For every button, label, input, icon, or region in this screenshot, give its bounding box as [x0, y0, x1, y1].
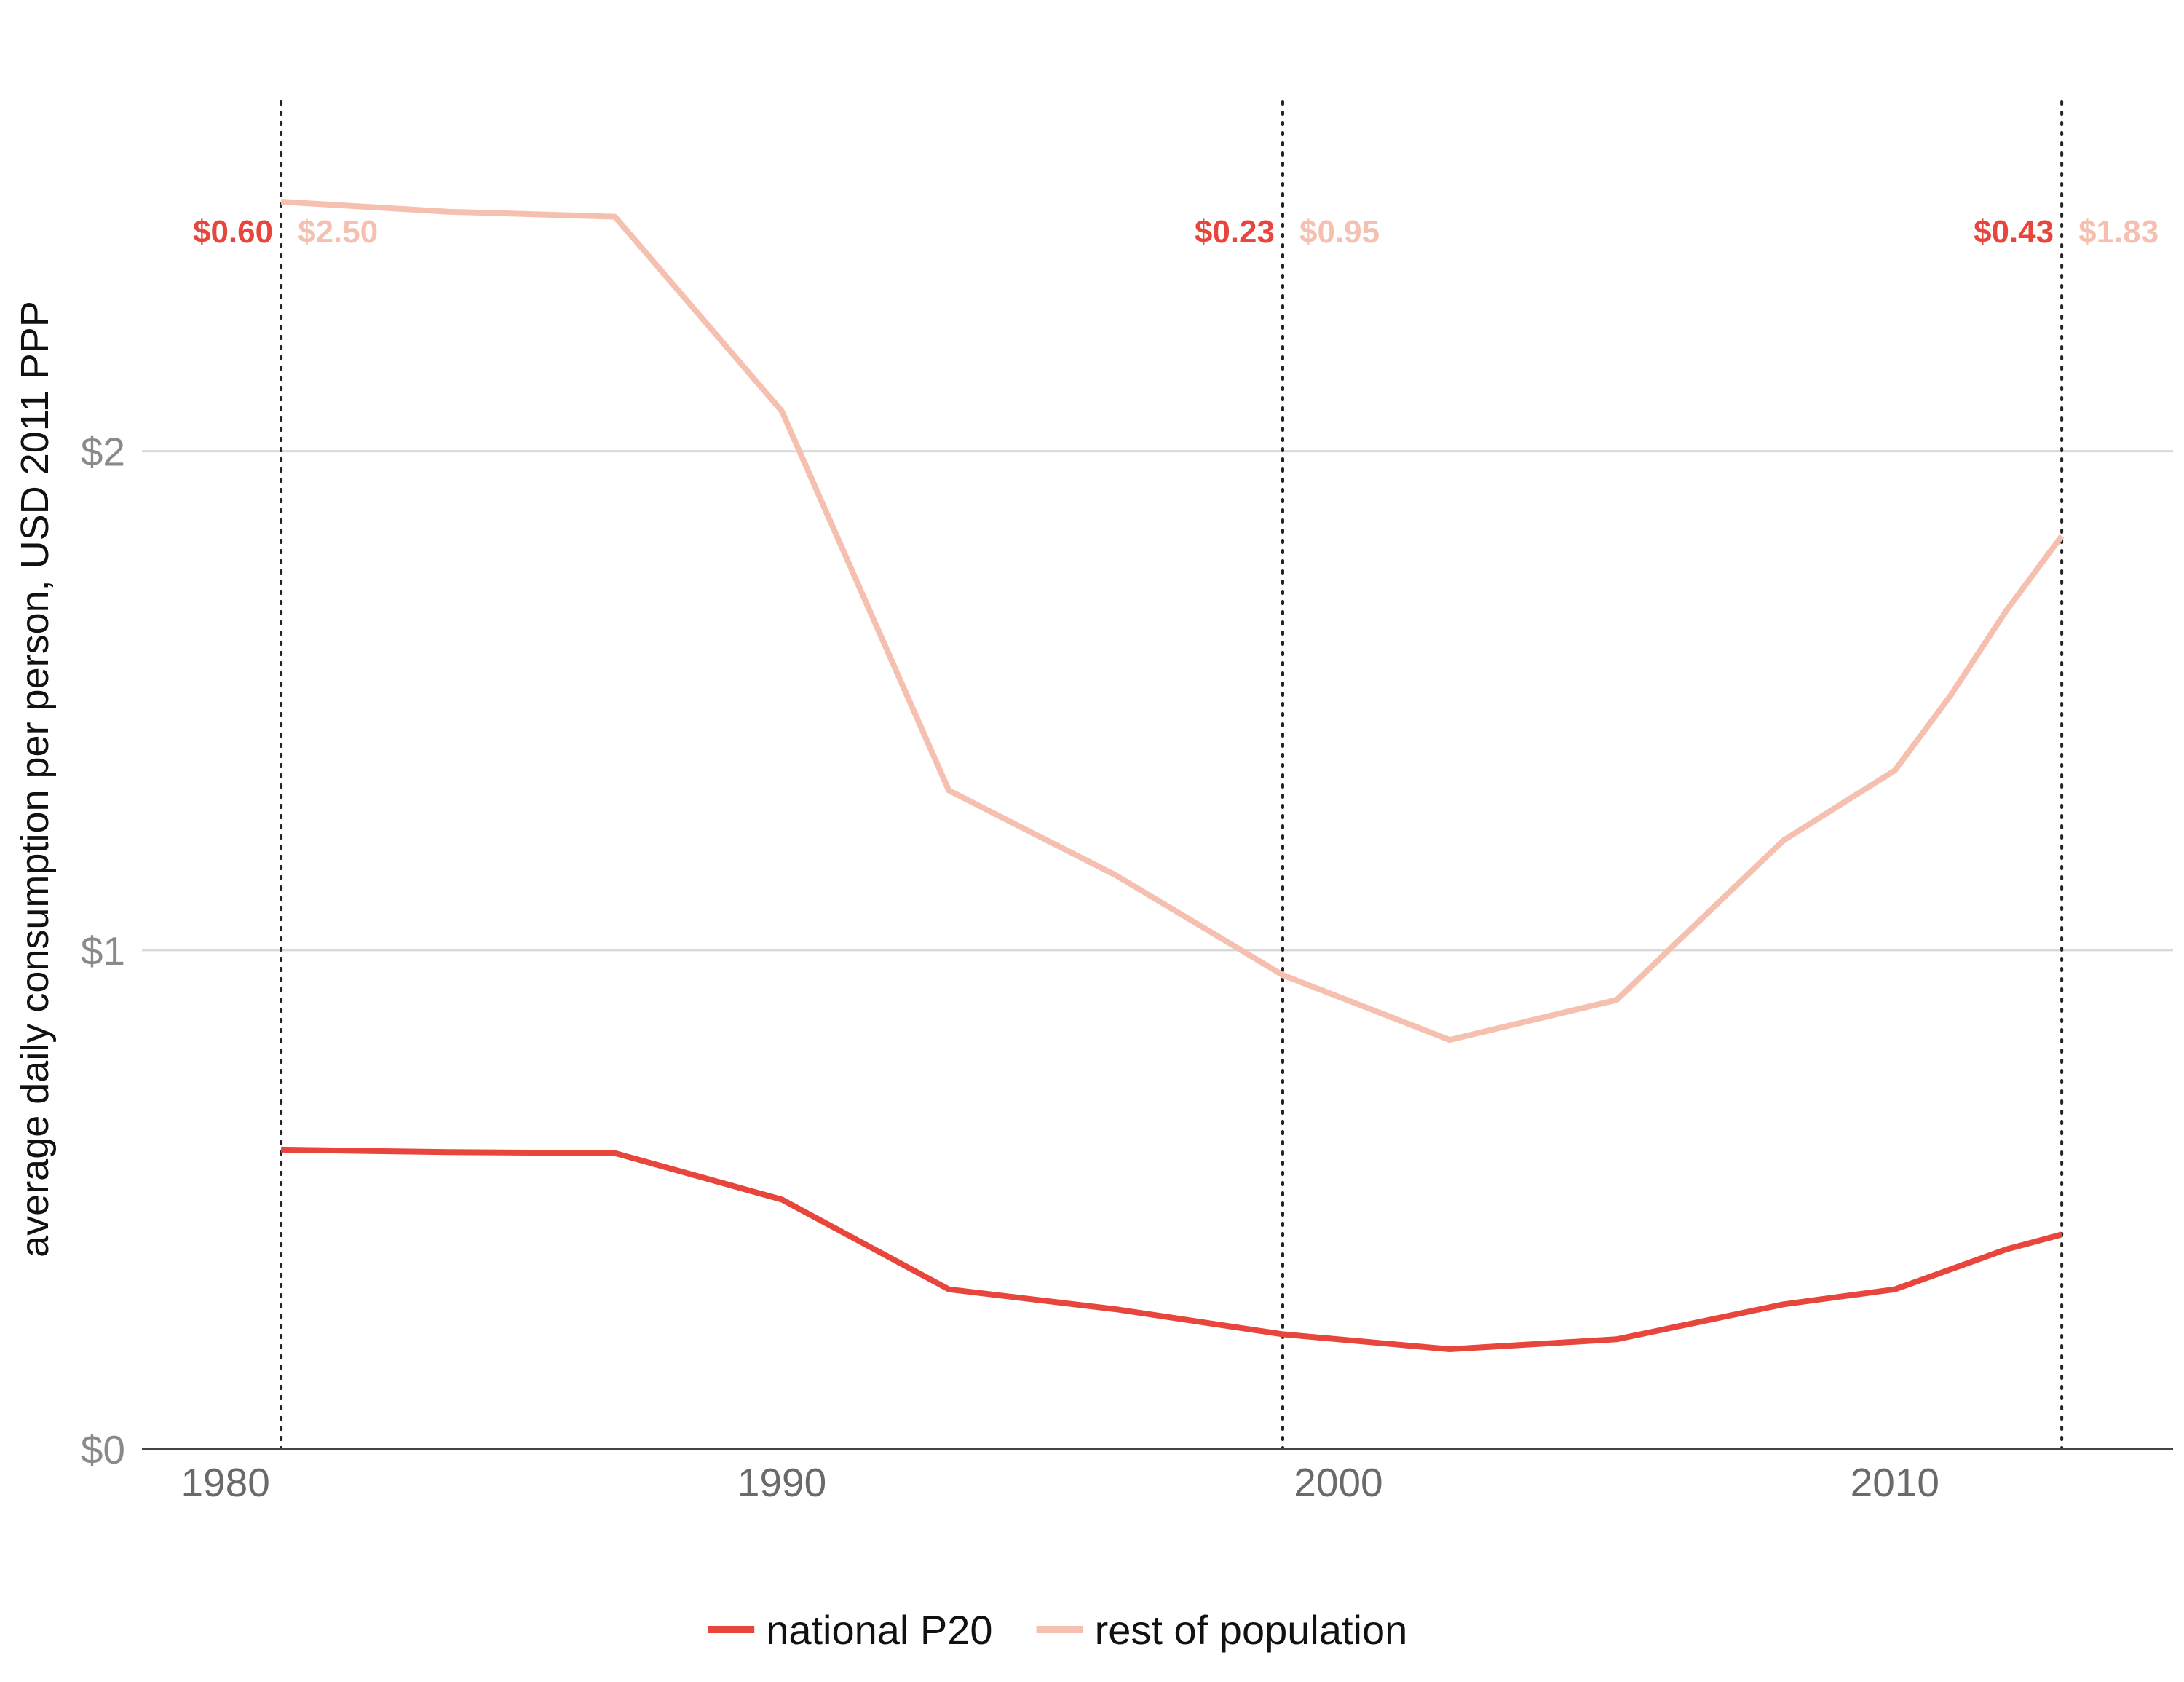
p20-value-label: $0.43 [1974, 214, 2054, 250]
y-tick-label: $0 [81, 1427, 125, 1472]
p20-value-label: $0.60 [193, 214, 273, 250]
legend-label: national P20 [766, 1607, 992, 1653]
reference-lines [280, 100, 2064, 1450]
x-tick-label: 1990 [737, 1460, 826, 1505]
axes: $0 $1 $2 1980 1990 2000 2010 [81, 430, 2173, 1505]
rest-value-label: $2.50 [298, 214, 378, 250]
rest-value-label: $0.95 [1299, 214, 1380, 250]
grid-lines [142, 450, 2173, 952]
y-axis-title: average daily consumption per person, US… [13, 301, 57, 1257]
annotation-labels: $0.60 $2.50 $0.23 $0.95 $0.43 $1.83 [193, 214, 2159, 250]
y-tick-label: $1 [81, 928, 125, 974]
series-line-rest-of-population [280, 199, 2065, 1043]
p20-value-label: $0.23 [1195, 214, 1275, 250]
legend: national P20 rest of population [708, 1607, 1407, 1653]
x-tick-label: 2000 [1294, 1460, 1382, 1505]
x-tick-label: 2010 [1851, 1460, 1939, 1505]
series-lines [280, 199, 2065, 1352]
legend-label: rest of population [1095, 1607, 1408, 1653]
rest-value-label: $1.83 [2078, 214, 2159, 250]
y-tick-label: $2 [81, 430, 125, 475]
x-tick-label: 1980 [181, 1460, 269, 1505]
series-line-national-p20 [281, 1146, 2063, 1352]
